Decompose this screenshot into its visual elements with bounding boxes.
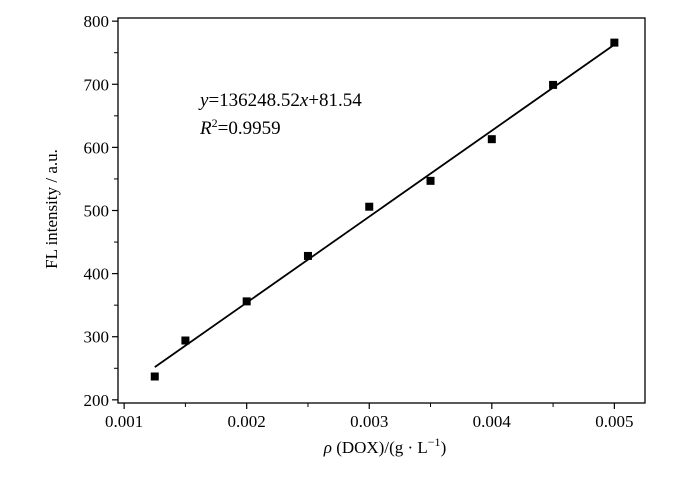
y-tick-label: 800	[84, 12, 110, 31]
y-tick-label: 300	[84, 328, 110, 347]
fit-line	[154, 43, 615, 368]
plot-border	[117, 17, 646, 404]
y-tick-label: 500	[84, 202, 110, 221]
y-axis-ticks: 200 300 400 500 600 700 800	[84, 12, 118, 410]
data-point-marker	[426, 176, 435, 185]
data-point-marker	[610, 38, 619, 47]
x-axis-ticks: 0.001 0.002 0.003 0.004 0.005	[105, 403, 633, 431]
fit-equation-annotation: y=136248.52x+81.54	[198, 90, 362, 111]
r-squared-annotation: R2=0.9959	[199, 116, 281, 139]
y-tick-label: 600	[84, 138, 110, 157]
x-tick-label: 0.002	[228, 412, 266, 431]
x-tick-label: 0.003	[350, 412, 388, 431]
data-point-marker	[181, 336, 190, 345]
data-point-marker	[487, 135, 496, 144]
data-point-marker	[365, 202, 374, 211]
x-tick-label: 0.001	[105, 412, 143, 431]
x-axis-title: ρ (DOX)/(g · L−1)	[323, 435, 446, 457]
data-point-marker	[242, 297, 251, 306]
y-tick-label: 400	[84, 265, 110, 284]
x-tick-label: 0.005	[595, 412, 633, 431]
plot-frame	[117, 17, 646, 404]
x-tick-label: 0.004	[473, 412, 512, 431]
data-points	[150, 38, 619, 381]
data-point-marker	[150, 372, 159, 381]
fit-line-group	[154, 43, 615, 368]
y-tick-label: 200	[84, 391, 110, 410]
data-point-marker	[303, 251, 312, 260]
y-axis-title: FL intensity / a.u.	[42, 149, 61, 269]
y-tick-label: 700	[84, 75, 110, 94]
data-point-marker	[549, 80, 558, 89]
